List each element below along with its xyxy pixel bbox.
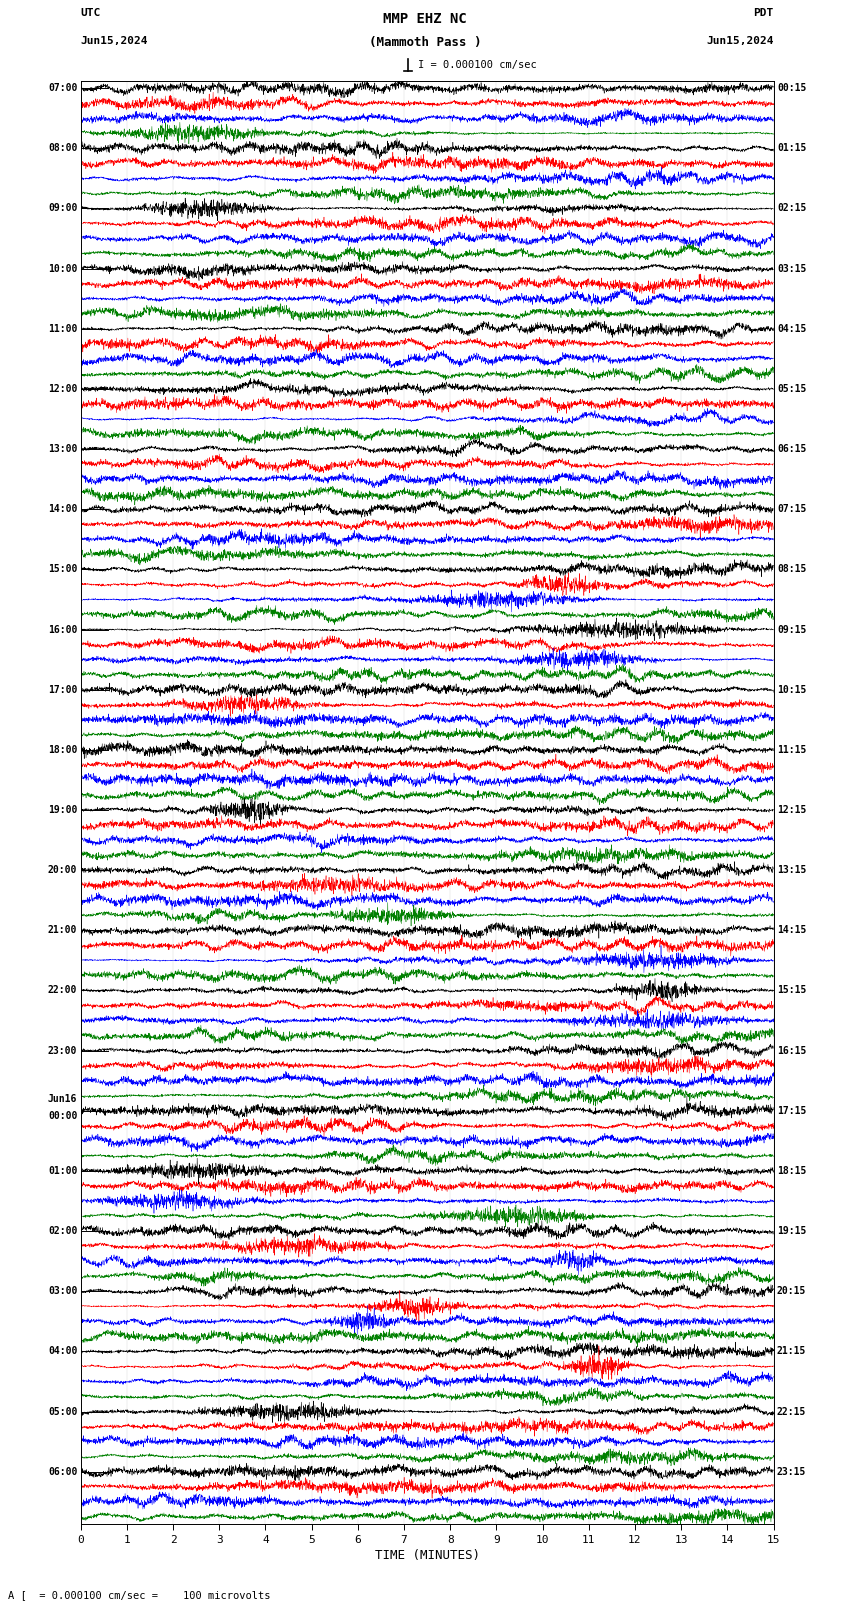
Text: 21:15: 21:15 (777, 1347, 807, 1357)
Text: 04:15: 04:15 (777, 324, 807, 334)
Text: I = 0.000100 cm/sec: I = 0.000100 cm/sec (418, 60, 537, 69)
Text: 23:00: 23:00 (48, 1045, 77, 1055)
Text: 19:15: 19:15 (777, 1226, 807, 1236)
Text: 14:15: 14:15 (777, 926, 807, 936)
Text: 22:15: 22:15 (777, 1407, 807, 1416)
Text: Jun15,2024: Jun15,2024 (706, 37, 774, 47)
Text: 10:15: 10:15 (777, 684, 807, 695)
Text: 02:15: 02:15 (777, 203, 807, 213)
Text: 03:15: 03:15 (777, 263, 807, 274)
Text: 14:00: 14:00 (48, 505, 77, 515)
Text: 22:00: 22:00 (48, 986, 77, 995)
Text: Jun15,2024: Jun15,2024 (81, 37, 148, 47)
Text: 08:15: 08:15 (777, 565, 807, 574)
Text: 16:00: 16:00 (48, 624, 77, 634)
Text: 01:15: 01:15 (777, 144, 807, 153)
Text: 13:00: 13:00 (48, 444, 77, 455)
Text: 01:00: 01:00 (48, 1166, 77, 1176)
Text: 23:15: 23:15 (777, 1466, 807, 1476)
Text: 20:15: 20:15 (777, 1286, 807, 1297)
Text: 07:00: 07:00 (48, 84, 77, 94)
Text: 11:15: 11:15 (777, 745, 807, 755)
Text: 04:00: 04:00 (48, 1347, 77, 1357)
Text: (Mammoth Pass ): (Mammoth Pass ) (369, 37, 481, 50)
Text: 20:00: 20:00 (48, 865, 77, 876)
Text: 08:00: 08:00 (48, 144, 77, 153)
Text: 12:15: 12:15 (777, 805, 807, 815)
Text: 16:15: 16:15 (777, 1045, 807, 1055)
Text: 15:15: 15:15 (777, 986, 807, 995)
Text: 17:15: 17:15 (777, 1107, 807, 1116)
Text: 15:00: 15:00 (48, 565, 77, 574)
Text: 19:00: 19:00 (48, 805, 77, 815)
Text: 13:15: 13:15 (777, 865, 807, 876)
Text: 18:15: 18:15 (777, 1166, 807, 1176)
Text: A [  = 0.000100 cm/sec =    100 microvolts: A [ = 0.000100 cm/sec = 100 microvolts (8, 1590, 271, 1600)
Text: UTC: UTC (81, 8, 101, 18)
Text: 09:00: 09:00 (48, 203, 77, 213)
Text: 12:00: 12:00 (48, 384, 77, 394)
Text: 17:00: 17:00 (48, 684, 77, 695)
X-axis label: TIME (MINUTES): TIME (MINUTES) (375, 1548, 479, 1561)
Text: 00:15: 00:15 (777, 84, 807, 94)
Text: Jun16: Jun16 (48, 1094, 77, 1105)
Text: 05:15: 05:15 (777, 384, 807, 394)
Text: 21:00: 21:00 (48, 926, 77, 936)
Text: 18:00: 18:00 (48, 745, 77, 755)
Text: PDT: PDT (753, 8, 774, 18)
Text: 05:00: 05:00 (48, 1407, 77, 1416)
Text: 07:15: 07:15 (777, 505, 807, 515)
Text: 06:15: 06:15 (777, 444, 807, 455)
Text: 03:00: 03:00 (48, 1286, 77, 1297)
Text: 06:00: 06:00 (48, 1466, 77, 1476)
Text: 11:00: 11:00 (48, 324, 77, 334)
Text: 02:00: 02:00 (48, 1226, 77, 1236)
Text: MMP EHZ NC: MMP EHZ NC (383, 11, 467, 26)
Text: 00:00: 00:00 (48, 1111, 77, 1121)
Text: 10:00: 10:00 (48, 263, 77, 274)
Text: 09:15: 09:15 (777, 624, 807, 634)
